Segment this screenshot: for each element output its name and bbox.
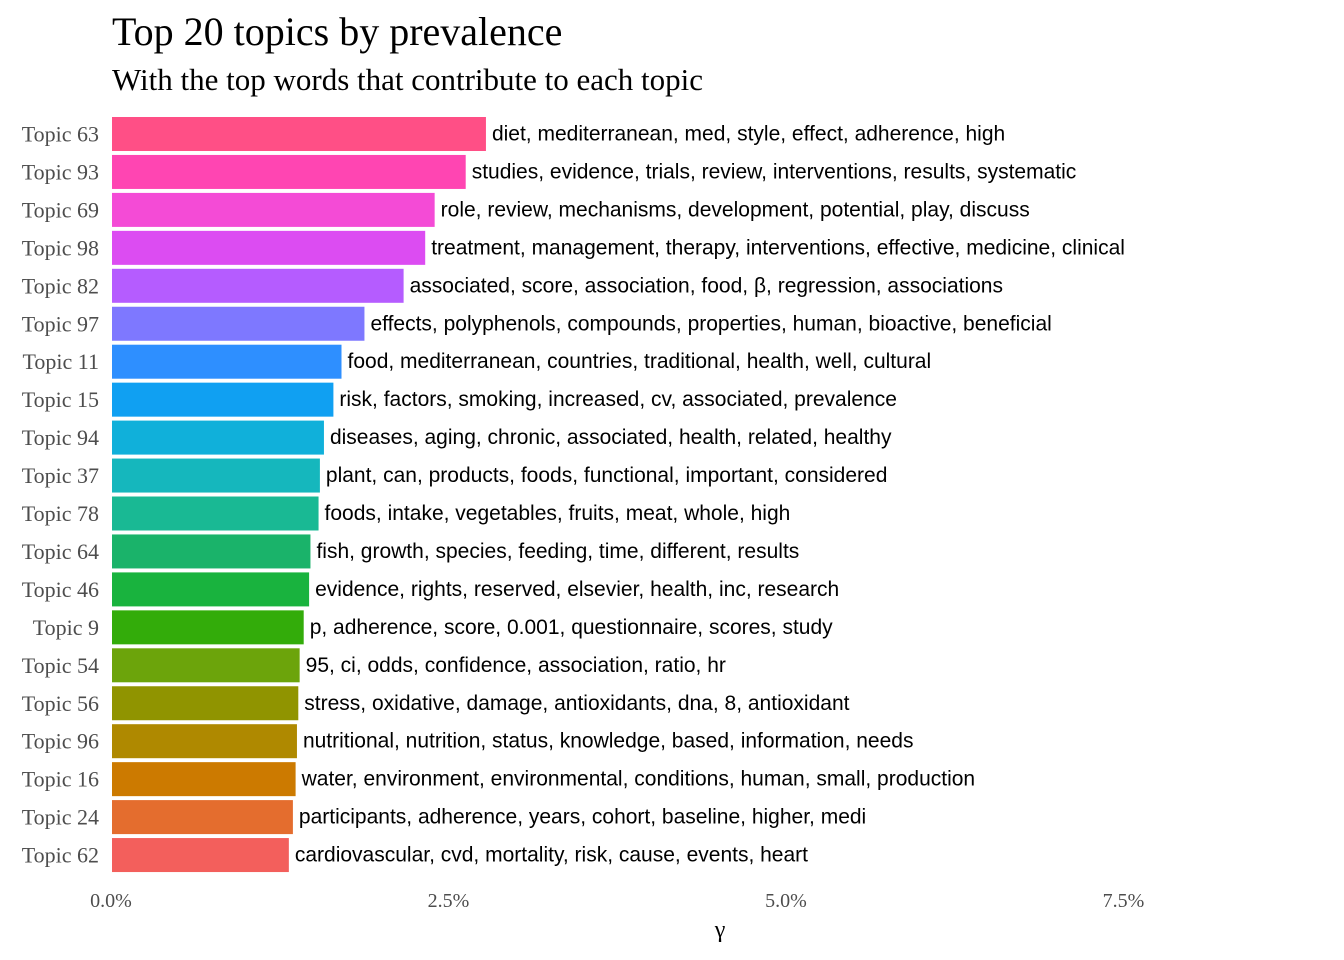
category-label: Topic 96 [22, 729, 99, 754]
bar-terms-label: p, adherence, score, 0.001, questionnair… [310, 616, 833, 639]
bar-terms-label: diet, mediterranean, med, style, effect,… [492, 123, 1005, 146]
bar-topic-63 [112, 117, 486, 151]
chart-subtitle: With the top words that contribute to ea… [112, 62, 704, 97]
bar-topic-93 [112, 154, 466, 189]
bar-terms-label: evidence, rights, reserved, elsevier, he… [315, 578, 839, 601]
bar-terms-label: associated, score, association, food, β,… [410, 274, 1003, 297]
category-label: Topic 54 [22, 653, 99, 678]
bar-terms-label: diseases, aging, chronic, associated, he… [330, 426, 892, 449]
category-label: Topic 15 [22, 387, 99, 412]
bar-terms-label: cardiovascular, cvd, mortality, risk, ca… [295, 844, 808, 867]
bar-topic-24 [112, 800, 293, 835]
bar-topic-62 [112, 838, 289, 873]
category-label: Topic 97 [22, 311, 99, 336]
bar-terms-label: effects, polyphenols, compounds, propert… [370, 312, 1051, 335]
category-label: Topic 98 [22, 235, 99, 260]
category-label: Topic 82 [22, 273, 99, 298]
bar-terms-label: foods, intake, vegetables, fruits, meat,… [325, 502, 791, 525]
bar-terms-label: fish, growth, species, feeding, time, di… [316, 540, 799, 563]
bar-topic-98 [112, 230, 426, 265]
category-label: Topic 46 [22, 577, 99, 602]
bar-topic-96 [112, 724, 297, 759]
bar-terms-label: studies, evidence, trials, review, inter… [472, 160, 1077, 183]
x-axis: 0.0% 2.5% 5.0% 7.5% [90, 890, 1144, 912]
bar-terms-label: water, environment, environmental, condi… [301, 768, 976, 791]
x-tick-label: 0.0% [90, 890, 132, 912]
bars-group: Topic 63 diet, mediterranean, med, style,… [22, 117, 1125, 873]
bar-topic-37 [112, 458, 320, 493]
bar-topic-15 [112, 382, 334, 417]
bar-topic-9 [112, 610, 304, 645]
x-tick-label: 2.5% [428, 890, 470, 912]
bar-terms-label: food, mediterranean, countries, traditio… [348, 350, 932, 373]
category-label: Topic 11 [23, 349, 99, 374]
x-tick-label: 7.5% [1103, 890, 1145, 912]
category-label: Topic 64 [22, 539, 99, 564]
bar-terms-label: nutritional, nutrition, status, knowledg… [303, 730, 914, 753]
chart-title: Top 20 topics by prevalence [112, 9, 563, 54]
bar-terms-label: treatment, management, therapy, interven… [431, 236, 1125, 259]
category-label: Topic 63 [22, 122, 99, 147]
bar-terms-label: risk, factors, smoking, increased, cv, a… [339, 388, 897, 411]
bar-topic-97 [112, 306, 365, 341]
bar-terms-label: 95, ci, odds, confidence, association, r… [306, 654, 726, 677]
bar-terms-label: stress, oxidative, damage, antioxidants,… [304, 692, 849, 715]
bar-terms-label: role, review, mechanisms, development, p… [441, 198, 1030, 221]
category-label: Topic 94 [22, 425, 99, 450]
category-label: Topic 62 [22, 843, 99, 868]
category-label: Topic 69 [22, 197, 99, 222]
bar-topic-64 [112, 534, 311, 569]
bar-topic-46 [112, 572, 310, 607]
category-label: Topic 24 [22, 805, 99, 830]
bar-topic-16 [112, 762, 296, 797]
bar-topic-69 [112, 192, 435, 227]
category-label: Topic 93 [22, 159, 99, 184]
category-label: Topic 16 [22, 767, 99, 792]
bar-terms-label: participants, adherence, years, cohort, … [299, 806, 866, 829]
x-tick-label: 5.0% [765, 890, 807, 912]
category-label: Topic 78 [22, 501, 99, 526]
category-label: Topic 56 [22, 691, 99, 716]
category-label: Topic 9 [33, 615, 99, 640]
bar-topic-11 [112, 344, 342, 379]
bar-terms-label: plant, can, products, foods, functional,… [326, 464, 888, 487]
bar-topic-54 [112, 648, 300, 683]
bar-topic-56 [112, 686, 299, 721]
bar-topic-94 [112, 420, 324, 455]
bar-topic-82 [112, 268, 404, 303]
category-label: Topic 37 [22, 463, 99, 488]
x-axis-title: γ [714, 917, 726, 943]
bar-topic-78 [112, 496, 319, 531]
